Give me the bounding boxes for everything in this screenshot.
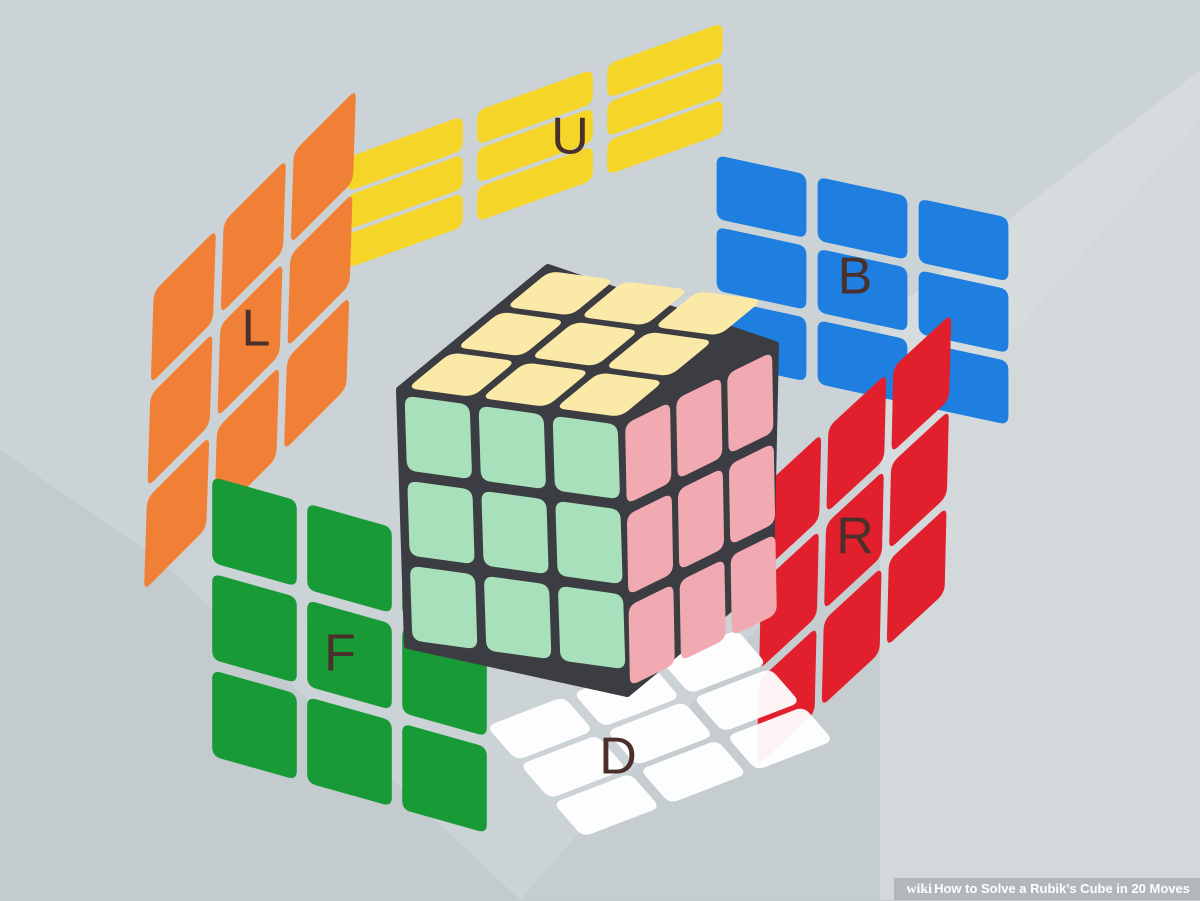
- face-left-sticker: [217, 266, 283, 414]
- cube-front-sticker: [555, 501, 623, 584]
- cube-side-sticker: [730, 536, 777, 634]
- face-down-sticker: [663, 632, 764, 692]
- face-right-sticker: [824, 473, 884, 607]
- face-back-sticker: [817, 178, 908, 259]
- watermark-brand: wiki: [906, 882, 933, 897]
- face-up-sticker: [347, 118, 463, 190]
- cube-side-sticker: [676, 379, 723, 477]
- wikihow-watermark: wiki How to Solve a Rubik's Cube in 20 Mo…: [894, 878, 1200, 900]
- face-right: [756, 317, 952, 763]
- face-left-sticker: [287, 196, 353, 344]
- face-front-sticker: [212, 575, 297, 682]
- cube-front-sticker: [478, 406, 546, 489]
- face-up-sticker: [607, 101, 723, 173]
- face-label-up: U: [551, 108, 589, 166]
- face-back-sticker: [716, 156, 807, 237]
- face-left-sticker: [284, 299, 350, 447]
- face-front-sticker: [307, 601, 392, 709]
- face-right-sticker: [889, 413, 949, 547]
- cube-side-sticker: [628, 586, 675, 684]
- face-label-right: R: [836, 508, 874, 566]
- cube-front-sticker: [558, 586, 626, 669]
- face-up-sticker: [607, 63, 723, 135]
- face-left-sticker: [220, 163, 286, 311]
- cube-front-sticker: [481, 491, 549, 574]
- face-left-sticker: [290, 93, 356, 241]
- cube-top-sticker: [411, 353, 512, 396]
- face-down-sticker: [730, 708, 830, 769]
- face-right-sticker: [891, 317, 952, 450]
- cube-side-sticker: [728, 445, 776, 543]
- face-label-front: F: [324, 625, 356, 683]
- face-down-sticker: [643, 742, 744, 802]
- face-front-sticker: [402, 725, 487, 832]
- face-left-sticker: [150, 233, 216, 381]
- center-cube: [396, 264, 779, 697]
- face-front-sticker: [212, 478, 297, 585]
- watermark-title: How to Solve a Rubik's Cube in 20 Moves: [934, 881, 1190, 896]
- face-left-sticker: [144, 439, 210, 587]
- face-down-sticker: [556, 775, 657, 835]
- face-down-sticker: [490, 698, 590, 759]
- face-right-sticker: [759, 533, 819, 667]
- face-right-sticker: [886, 510, 947, 643]
- cube-front-sticker: [410, 566, 478, 649]
- face-back-sticker: [918, 200, 1009, 280]
- face-up-sticker: [477, 148, 593, 220]
- cube-front-sticker: [484, 576, 552, 659]
- face-labels: U B L R F D: [242, 108, 874, 786]
- face-down-sticker: [696, 670, 797, 730]
- cube-front-sticker: [552, 416, 620, 499]
- face-down-sticker: [610, 703, 710, 764]
- cube-front-sticker: [404, 396, 472, 479]
- face-front-sticker: [212, 671, 297, 779]
- face-front-sticker: [307, 698, 392, 805]
- face-up-sticker: [347, 156, 463, 228]
- cube-top-sticker: [461, 312, 561, 356]
- face-up-sticker: [477, 71, 593, 143]
- cube-top-sticker: [658, 292, 759, 335]
- face-up-sticker: [607, 24, 723, 97]
- cube-side-sticker: [727, 354, 774, 452]
- face-left-sticker: [214, 369, 280, 517]
- cube-side-sticker: [677, 470, 725, 568]
- face-label-back: B: [838, 248, 873, 306]
- face-right-sticker: [826, 377, 887, 510]
- cube-front-sticker: [407, 481, 475, 564]
- face-up: [347, 24, 723, 267]
- face-down-sticker: [523, 737, 624, 797]
- cube-side-sticker: [626, 495, 674, 593]
- face-left: [144, 93, 356, 587]
- cube-side-sticker: [679, 561, 726, 659]
- face-left-sticker: [147, 336, 213, 484]
- face-front-sticker: [307, 505, 392, 612]
- face-label-down: D: [599, 728, 637, 786]
- face-down: [490, 632, 830, 835]
- face-label-left: L: [242, 300, 271, 358]
- face-back-sticker: [716, 228, 807, 309]
- cube-top-sticker: [559, 373, 660, 416]
- face-up-sticker: [347, 194, 463, 267]
- face-back-sticker: [817, 250, 908, 330]
- face-right-sticker: [761, 437, 822, 570]
- face-up-sticker: [477, 109, 593, 182]
- cube-side-sticker: [625, 404, 672, 502]
- cube-top-sticker: [535, 322, 635, 366]
- cube-top-sticker: [510, 272, 611, 315]
- cube-top-sticker: [584, 282, 685, 325]
- cube-top-sticker: [485, 363, 586, 406]
- cube-top-sticker: [609, 332, 709, 376]
- face-right-sticker: [821, 570, 882, 703]
